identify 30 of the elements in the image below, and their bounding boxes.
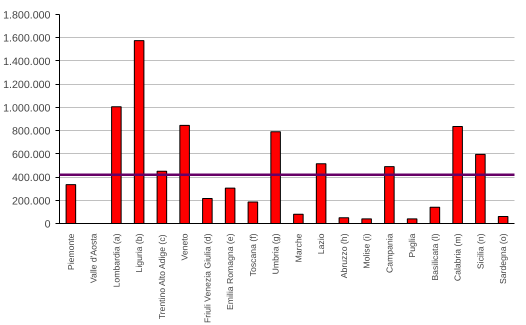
- x-tick-label: Calabria (m): [452, 233, 463, 282]
- x-tick-label: Sardegna (o): [498, 233, 508, 284]
- x-tick-label: Marche: [293, 233, 304, 262]
- y-tick-label: 600.000: [12, 148, 51, 161]
- x-tick-label: Toscana (f): [248, 233, 258, 276]
- x-tick-label: Umbria (g): [270, 233, 281, 274]
- y-tick-label: 1.400.000: [3, 56, 51, 68]
- x-tick-label: Liguria (b): [134, 233, 144, 272]
- x-tick-label: Campania: [384, 233, 394, 273]
- y-tick-label: 1.200.000: [3, 79, 51, 92]
- x-tick-label: Basilicata (l): [430, 233, 440, 281]
- y-tick-label: 1.800.000: [3, 10, 51, 22]
- y-tick-label: 400.000: [12, 172, 51, 184]
- x-tick-label: Trentino Alto Adige (c): [156, 234, 167, 320]
- x-tick-label: Abruzzo (h): [338, 233, 349, 278]
- x-tick-label: Sicilia (n): [475, 233, 486, 270]
- x-tick-label: Emilia Romagna (e): [225, 233, 236, 310]
- x-tick-label: Friuli Venezia Giulia (d): [202, 233, 212, 323]
- x-tick-label: Puglia: [407, 233, 418, 258]
- x-tick-label: Valle d'Aosta: [88, 233, 99, 284]
- y-tick-label: 1.600.000: [3, 32, 51, 45]
- y-tick-label: 0: [44, 218, 51, 230]
- x-tick-label: Lombardia (a): [111, 233, 122, 288]
- y-tick-label: 1.000.000: [3, 102, 51, 114]
- x-tick-label: Veneto: [180, 233, 190, 260]
- x-tick-label: Piemonte: [66, 233, 76, 270]
- x-tick-label: Lazio: [316, 233, 326, 254]
- y-tick-label: 200.000: [12, 195, 51, 208]
- x-tick-label: Molise (i): [362, 233, 372, 269]
- y-tick-label: 800.000: [12, 126, 51, 138]
